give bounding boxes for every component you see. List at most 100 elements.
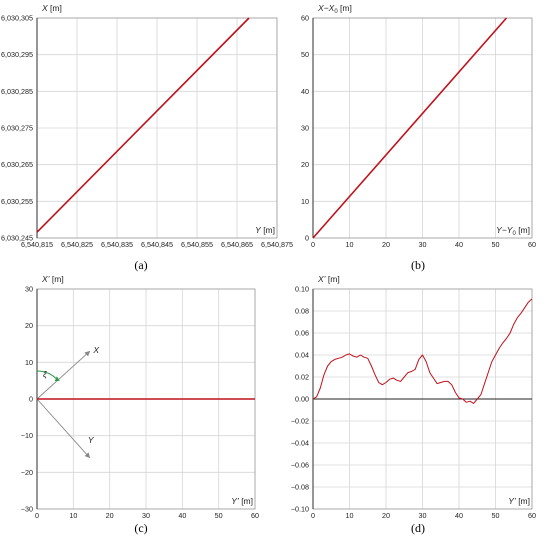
x-axis-label-symbol: Y’ [231,496,239,506]
x-tick-label: 6,540,855 [181,240,213,249]
x-axis-label: Y [m] [255,225,275,235]
y-tick-label: −0.08 [291,483,309,492]
x-tick-label: 60 [528,511,536,520]
y-axis-label-symbol: X’ [317,274,326,284]
y-tick-label: −0.02 [291,417,309,426]
y-tick-label: 0 [29,395,33,404]
rotated-y-axis-label: Y [88,435,95,445]
x-axis-label-unit: [m] [239,496,253,506]
y-tick-label: 0.02 [295,373,309,382]
y-tick-label: 10 [301,197,309,206]
y-tick-label: 60 [301,14,309,23]
x-tick-label: 6,540,835 [101,240,133,249]
y-axis-label-unit: [m] [338,3,352,13]
x-tick-label: 6,540,845 [141,240,173,249]
x-tick-label: 30 [419,240,427,249]
y-tick-label: 6,030,275 [1,124,33,133]
y-tick-label: 20 [301,160,309,169]
chart-d: 0 10 20 30 40 50 60 −0.10 −0.08 −0.06 −0.04 −0.02 0.… [291,274,536,535]
series-line [312,298,533,404]
y-tick-label: 0.08 [295,307,309,316]
y-axis-label: X’ [m] [41,274,64,284]
rotated-x-axis-arrow [36,350,91,400]
y-tick-label: 0.04 [295,351,309,360]
x-tick-label: 0 [311,240,315,249]
y-tick-label: 30 [25,285,33,294]
x-tick-label: 6,540,865 [221,240,253,249]
x-tick-label: 6,540,875 [261,240,293,249]
y-axis-label: X [m] [41,3,62,13]
rotated-y-axis-arrow [36,398,91,459]
y-axis-label-unit: [m] [50,274,64,284]
x-tick-label: 30 [142,511,150,520]
y-tick-label: −0.10 [291,505,309,514]
y-tick-label: 6,030,305 [1,14,33,23]
y-axis-label: X−X0 [m] [317,3,352,15]
x-axis-label: Y’ [m] [231,496,253,506]
x-axis-label-subscript: 0 [512,231,516,237]
y-tick-label: 20 [25,321,33,330]
y-tick-label: −20 [21,468,33,477]
y-tick-label: −10 [21,431,33,440]
x-axis-label-unit: [m] [261,225,275,235]
x-tick-label: 0 [35,511,39,520]
angle-label: ξ [43,369,48,379]
x-tick-label: 0 [311,511,315,520]
y-tick-label: 10 [25,358,33,367]
y-axis-label-symbol: X’ [41,274,50,284]
y-tick-label: 0.00 [295,395,309,404]
y-tick-label: −30 [21,505,33,514]
y-tick-label: 0.10 [295,285,309,294]
y-tick-label: 6,030,255 [1,197,33,206]
x-tick-label: 10 [346,240,354,249]
panel-caption: (a) [134,258,147,272]
panel-caption: (c) [134,521,147,535]
x-tick-label: 10 [346,511,354,520]
x-tick-label: 50 [215,511,223,520]
x-axis-label-unit: [m] [516,225,530,235]
y-axis-label-unit: [m] [48,3,62,13]
y-tick-label: 6,030,285 [1,87,33,96]
x-tick-label: 40 [178,511,186,520]
x-tick-label: 50 [492,511,500,520]
y-tick-label: 6,030,295 [1,50,33,59]
x-tick-label: 40 [455,511,463,520]
x-tick-label: 60 [528,240,536,249]
y-axis-label: X’ [m] [317,274,340,284]
series-line [312,17,508,239]
x-axis-label-symbol: Y’ [508,496,516,506]
y-tick-label: −0.06 [291,461,309,470]
x-tick-label: 20 [106,511,114,520]
y-tick-label: 0 [305,234,309,243]
y-tick-label: 40 [301,87,309,96]
y-axis-label-unit: [m] [326,274,340,284]
rotated-x-axis-label: X [92,345,99,355]
x-tick-label: 60 [251,511,259,520]
y-tick-label: −0.04 [291,439,309,448]
series-line [36,17,250,233]
y-tick-label: 0.06 [295,329,309,338]
x-tick-label: 40 [455,240,463,249]
x-tick-label: 50 [492,240,500,249]
x-axis-label: Y’ [m] [508,496,530,506]
x-axis-label-symbol: Y−Y [496,225,514,235]
x-tick-label: 20 [382,511,390,520]
x-tick-label: 30 [419,511,427,520]
y-tick-label: 50 [301,50,309,59]
panel-caption: (d) [411,521,425,535]
x-tick-label: 10 [69,511,77,520]
x-tick-label: 6,540,815 [21,240,53,249]
y-tick-label: 6,030,245 [1,234,33,243]
y-tick-label: 30 [301,124,309,133]
x-axis-label: Y−Y0 [m] [496,225,530,237]
panel-caption: (b) [411,258,425,272]
y-axis-label-subscript: 0 [334,9,338,15]
x-tick-label: 20 [382,240,390,249]
chart-a: 6,540,815 6,540,825 6,540,835 6,540,845 6,54… [1,3,293,272]
x-axis-label-unit: [m] [516,496,530,506]
x-tick-label: 6,540,825 [61,240,93,249]
y-axis-label-symbol: X [41,3,48,13]
